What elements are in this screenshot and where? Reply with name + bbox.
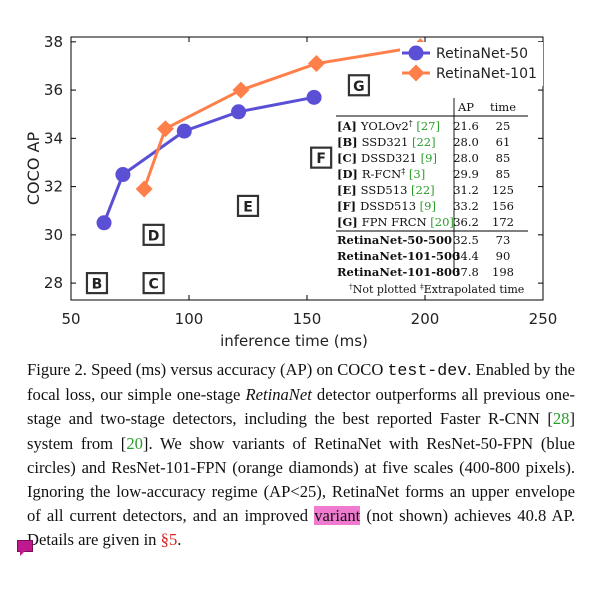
y-tick-label: 36 <box>44 81 63 99</box>
caption-text: Figure 2. Speed (ms) versus accuracy (AP… <box>27 360 388 379</box>
x-tick-label: 200 <box>411 310 440 328</box>
series-line-0 <box>102 95 315 224</box>
table-retina-time: 73 <box>496 233 511 247</box>
x-tick-label: 50 <box>61 310 80 328</box>
series-point-1 <box>307 55 325 73</box>
table-retina-time: 198 <box>492 265 514 279</box>
table-row-method: [D] R-FCN‡ [3] <box>337 167 425 181</box>
table-row-method: [G] FPN FRCN [20] <box>337 215 454 229</box>
x-axis-label: inference time (ms) <box>220 332 368 350</box>
x-tick-label: 250 <box>529 310 558 328</box>
point-box-e <box>236 194 260 217</box>
y-tick-label: 30 <box>44 226 63 244</box>
table-row-method: [A] YOLOv2† [27] <box>337 119 440 133</box>
figure-caption: Figure 2. Speed (ms) versus accuracy (AP… <box>27 358 575 553</box>
table-row-ap: 29.9 <box>453 167 479 181</box>
caption-text: detector outperforms all previous one-st… <box>27 385 575 429</box>
caption-text: ] system from [ <box>27 409 575 453</box>
point-box-b <box>85 272 109 295</box>
legend-label: RetinaNet-50 <box>436 46 528 62</box>
table-row-ap: 33.2 <box>453 199 479 213</box>
point-label-b: B <box>92 277 103 293</box>
series-point-0 <box>96 215 112 231</box>
point-label-f: F <box>316 151 326 167</box>
section-link[interactable]: §5 <box>160 530 178 550</box>
y-tick-label: 38 <box>44 33 63 51</box>
point-label-g: G <box>353 79 365 95</box>
legend-label: RetinaNet-101 <box>436 66 537 82</box>
annotation-note-icon[interactable] <box>17 540 33 556</box>
table-row-time: 125 <box>492 183 514 197</box>
table-row-method: [E] SSD513 [22] <box>337 183 435 197</box>
y-tick-label: 34 <box>44 129 63 147</box>
table-retina-ap: 32.5 <box>453 233 479 247</box>
caption-text: (not shown) achieves 40.8 AP. Details ar… <box>27 506 575 550</box>
y-axis-label: COCO AP <box>24 132 43 206</box>
table-retina-ap: 34.4 <box>453 249 479 263</box>
table-row-time: 25 <box>496 119 511 133</box>
series-point-1 <box>232 81 250 99</box>
caption-text: . Enabled by the focal loss, our simple … <box>27 360 575 405</box>
table-row-method: [B] SSD321 [22] <box>337 135 436 149</box>
series-point-0 <box>231 104 247 120</box>
table-retina-time: 90 <box>496 249 511 263</box>
point-box-g <box>347 74 371 97</box>
table-retina-method: RetinaNet-101-500 <box>337 249 460 263</box>
table-row-time: 156 <box>492 199 514 213</box>
point-label-d: D <box>148 228 160 244</box>
series-point-1 <box>156 120 174 138</box>
series-point-0 <box>176 123 192 139</box>
table-row-time: 85 <box>496 167 511 181</box>
highlighted-text[interactable]: variant <box>314 506 361 526</box>
citation-link[interactable]: 20 <box>126 433 143 453</box>
table-row-method: [F] DSSD513 [9] <box>337 199 436 213</box>
table-row-ap: 28.0 <box>453 151 479 165</box>
y-tick-label: 28 <box>44 274 63 292</box>
x-tick-label: 100 <box>175 310 204 328</box>
series-point-1 <box>135 180 153 198</box>
point-label-c: C <box>148 277 158 293</box>
point-label-e: E <box>243 199 253 215</box>
point-box-f <box>310 146 333 169</box>
table-row-ap: 28.0 <box>453 135 479 149</box>
table-row-ap: 36.2 <box>453 215 479 229</box>
point-box-d <box>142 223 165 246</box>
speed-accuracy-chart: 50 100 150 200 250 28 30 32 34 36 38 inference time… <box>24 33 558 350</box>
table-retina-method: RetinaNet-50-500 <box>337 233 452 247</box>
table-row-time: 61 <box>496 135 511 149</box>
legend-background <box>400 42 543 86</box>
caption-text: ]. We show variants of RetinaNet with Re… <box>27 433 575 526</box>
table-footnote: †Not plotted ‡Extrapolated time <box>349 282 524 296</box>
legend-swatch-marker <box>408 45 424 61</box>
caption-text: . <box>177 530 182 550</box>
table-row-ap: 31.2 <box>453 183 479 197</box>
caption-italic: RetinaNet <box>245 385 312 405</box>
citation-link[interactable]: 28 <box>552 409 570 429</box>
legend-swatch-marker <box>407 64 425 82</box>
series-point-0 <box>115 167 131 183</box>
table-retina-ap: 37.8 <box>453 265 479 279</box>
caption-code: test-dev <box>387 361 468 380</box>
table-retina-method: RetinaNet-101-800 <box>337 265 460 279</box>
series-point-0 <box>306 89 322 105</box>
table-row-method: [C] DSSD321 [9] <box>337 151 437 165</box>
table-row-ap: 21.6 <box>453 119 479 133</box>
x-tick-label: 150 <box>293 310 322 328</box>
table-row-time: 85 <box>496 151 511 165</box>
y-tick-label: 32 <box>44 178 63 196</box>
table-header: time <box>490 100 516 114</box>
table-row-time: 172 <box>492 215 514 229</box>
table-header: AP <box>457 100 474 114</box>
point-box-c <box>142 272 165 295</box>
